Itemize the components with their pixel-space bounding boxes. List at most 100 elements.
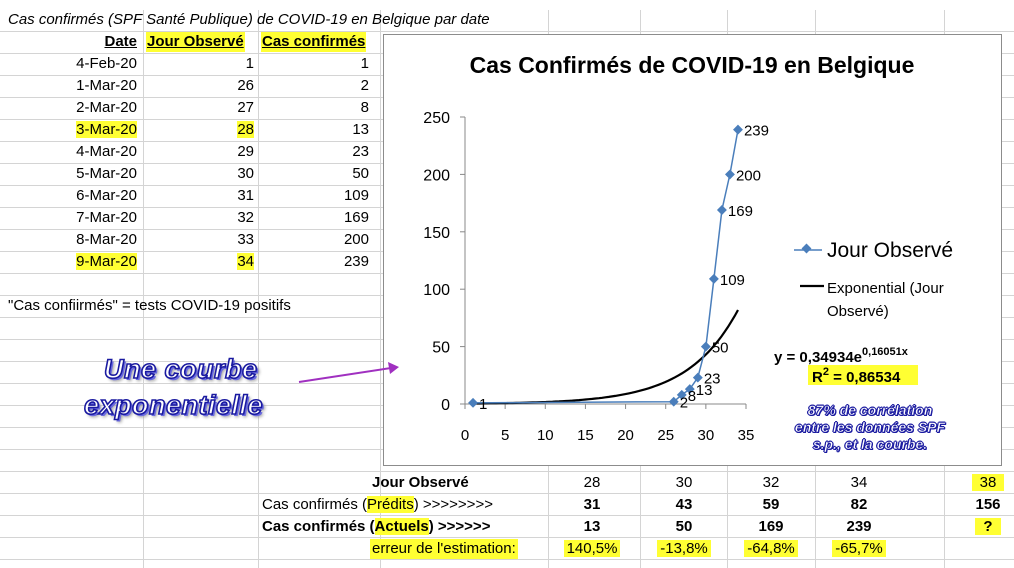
x-tick-label: 35 xyxy=(738,427,755,444)
x-tick-label: 10 xyxy=(537,427,554,444)
cell-date[interactable]: 2-Mar-20 xyxy=(76,99,137,116)
x-tick-label: 30 xyxy=(698,427,715,444)
cell-jour[interactable]: 30 xyxy=(237,165,254,182)
wordart-line-2[interactable]: exponentielle xyxy=(83,389,264,421)
pred-cell-jours[interactable]: 32 xyxy=(727,473,815,493)
cell-jour[interactable]: 28 xyxy=(146,120,254,140)
series-point xyxy=(468,397,478,408)
pred-erreur-label[interactable]: erreur de l'estimation: xyxy=(370,539,518,559)
pred-cell-predits[interactable]: 43 xyxy=(640,495,728,515)
y-tick-label: 0 xyxy=(441,397,450,414)
pred-actuels-label[interactable]: Cas confirmés (Actuels) >>>>>> xyxy=(262,518,491,535)
series-point xyxy=(708,273,719,284)
cell-highlight: 34 xyxy=(237,253,254,270)
x-tick-label: 0 xyxy=(461,427,469,444)
chart-container[interactable]: Cas Confirmés de COVID-19 en Belgique 0 5… xyxy=(383,34,1002,466)
cell-jour[interactable]: 1 xyxy=(245,55,254,72)
pred-cell-text: -64,8% xyxy=(744,540,798,557)
cell-jour[interactable]: 26 xyxy=(237,77,254,94)
data-label: 200 xyxy=(736,167,761,184)
cell-cas[interactable]: 50 xyxy=(352,165,369,182)
cell-date[interactable]: 4-Feb-20 xyxy=(76,55,137,72)
pred-cell-actuels[interactable]: 169 xyxy=(727,517,815,537)
pred-cell-text: -65,7% xyxy=(832,540,886,557)
cell-cas[interactable]: 169 xyxy=(343,209,369,226)
pred-cell-erreurs[interactable]: 140,5% xyxy=(548,539,636,559)
wordart-line-1[interactable]: Une courbe xyxy=(103,353,258,385)
pred-cell-jours[interactable]: 28 xyxy=(548,473,636,493)
pred-cell-actuels[interactable]: 239 xyxy=(815,517,903,537)
pred-cell-actuels[interactable]: ? xyxy=(944,517,1014,537)
header-jour-observe[interactable]: Jour Observé xyxy=(146,32,245,52)
cell-cas[interactable]: 2 xyxy=(360,77,369,94)
cell-jour[interactable]: 27 xyxy=(237,99,254,116)
pred-cell-predits[interactable]: 31 xyxy=(548,495,636,515)
r2-highlight xyxy=(808,365,918,385)
cell-cas[interactable]: 13 xyxy=(352,121,369,138)
cell-jour[interactable]: 34 xyxy=(146,252,254,272)
arrow-icon xyxy=(298,362,399,383)
pred-cell-erreurs[interactable]: -65,7% xyxy=(815,539,903,559)
pred-cell-jours[interactable]: 38 xyxy=(944,473,1014,493)
cell-date[interactable]: 4-Mar-20 xyxy=(76,143,137,160)
header-date[interactable]: Date xyxy=(104,33,137,50)
legend-trend-label-2: Observé) xyxy=(827,303,889,320)
pred-cell-erreurs[interactable]: -13,8% xyxy=(640,539,728,559)
cell-date[interactable]: 1-Mar-20 xyxy=(76,77,137,94)
pred-cell-text: 140,5% xyxy=(563,540,621,557)
pred-predits-label[interactable]: Cas confirmés (Prédits) >>>>>>>> xyxy=(262,496,493,513)
data-label: 239 xyxy=(744,123,769,140)
cell-cas[interactable]: 200 xyxy=(343,231,369,248)
trend-equation: y = 0,34934e0,16051x xyxy=(774,346,909,366)
pred-cell-erreurs[interactable]: -64,8% xyxy=(727,539,815,559)
pred-cell-predits[interactable]: 156 xyxy=(944,495,1014,515)
pred-cell-predits[interactable]: 82 xyxy=(815,495,903,515)
pred-jour-label[interactable]: Jour Observé xyxy=(372,474,469,491)
legend-series-marker xyxy=(801,243,812,254)
legend-trend-label-1: Exponential (Jour xyxy=(827,280,944,297)
note-text[interactable]: "Cas confiirmés" = tests COVID-19 positi… xyxy=(8,297,291,314)
pred-cell-text: 156 xyxy=(975,496,1001,513)
series-point xyxy=(700,341,711,352)
cell-date[interactable]: 3-Mar-20 xyxy=(60,120,137,140)
header-cas-confirmes[interactable]: Cas confirmés xyxy=(261,32,367,52)
data-label: 13 xyxy=(696,382,713,399)
y-tick-label: 150 xyxy=(423,225,450,242)
data-label: 109 xyxy=(720,272,745,289)
pred-cell-jours[interactable]: 34 xyxy=(815,473,903,493)
pred-cell-actuels[interactable]: 50 xyxy=(640,517,728,537)
sheet-title[interactable]: Cas confirmés (SPF Santé Publique) de CO… xyxy=(8,11,490,28)
cell-highlight: 28 xyxy=(237,121,254,138)
data-label: 1 xyxy=(479,396,487,413)
cell-date[interactable]: 9-Mar-20 xyxy=(60,252,137,272)
data-label: 23 xyxy=(704,371,721,388)
cell-jour[interactable]: 33 xyxy=(237,231,254,248)
cell-cas[interactable]: 239 xyxy=(343,253,369,270)
correlation-note: 87% de corrélation entre les données SPF… xyxy=(770,402,970,453)
pred-cell-actuels[interactable]: 13 xyxy=(548,517,636,537)
cell-jour[interactable]: 31 xyxy=(237,187,254,204)
pred-cell-text: 34 xyxy=(850,474,868,491)
cell-jour[interactable]: 29 xyxy=(237,143,254,160)
pred-cell-text: 28 xyxy=(583,474,601,491)
cell-date[interactable]: 5-Mar-20 xyxy=(76,165,137,182)
cell-cas[interactable]: 1 xyxy=(360,55,369,72)
cell-date[interactable]: 6-Mar-20 xyxy=(76,187,137,204)
series-point xyxy=(692,372,703,383)
series-point xyxy=(716,205,727,215)
x-tick-label: 20 xyxy=(617,427,634,444)
series-point xyxy=(724,169,735,180)
cell-cas[interactable]: 23 xyxy=(352,143,369,160)
cell-jour[interactable]: 32 xyxy=(237,209,254,226)
cell-cas[interactable]: 8 xyxy=(360,99,369,116)
data-label: 8 xyxy=(688,388,696,405)
legend-series-label: Jour Observé xyxy=(827,239,953,262)
pred-cell-text: 169 xyxy=(758,518,784,535)
cell-cas[interactable]: 109 xyxy=(343,187,369,204)
cell-date[interactable]: 8-Mar-20 xyxy=(76,231,137,248)
cell-date[interactable]: 7-Mar-20 xyxy=(76,209,137,226)
pred-cell-predits[interactable]: 59 xyxy=(727,495,815,515)
pred-cell-jours[interactable]: 30 xyxy=(640,473,728,493)
series-point xyxy=(733,124,743,135)
